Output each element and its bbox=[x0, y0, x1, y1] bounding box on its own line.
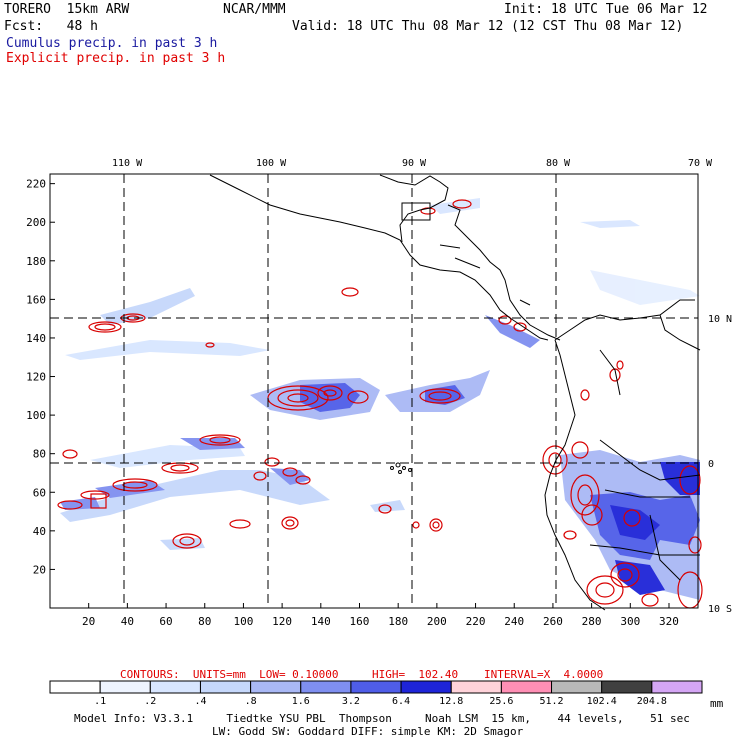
colorbar-label: 12.8 bbox=[439, 696, 463, 707]
colorbar-label: 1.6 bbox=[292, 696, 310, 707]
colorbar-swatch bbox=[99, 680, 151, 694]
forecast-hour: Fcst: 48 h bbox=[4, 19, 98, 34]
lon-label-90w: 90 W bbox=[402, 158, 427, 169]
x-tick-label: 40 bbox=[121, 615, 134, 628]
model-title: TORERO 15km ARW bbox=[4, 2, 130, 17]
colorbar-swatch bbox=[350, 680, 402, 694]
cumulus-legend: Cumulus precip. in past 3 h bbox=[6, 36, 218, 51]
colorbar-label: .8 bbox=[245, 696, 257, 707]
lon-label-100w: 100 W bbox=[256, 158, 287, 169]
x-tick-label: 260 bbox=[543, 615, 563, 628]
colorbar-label: .2 bbox=[144, 696, 156, 707]
model-info-line1: Model Info: V3.3.1 Tiedtke YSU PBL Thomp… bbox=[74, 712, 690, 725]
y-tick-label: 100 bbox=[26, 409, 46, 422]
lat-label-10n: 10 N bbox=[708, 314, 732, 325]
contours-high: HIGH= 102.40 bbox=[372, 668, 459, 681]
init-time: Init: 18 UTC Tue 06 Mar 12 bbox=[504, 2, 708, 17]
y-tick-label: 220 bbox=[26, 178, 46, 191]
explicit-precip-contours bbox=[57, 199, 703, 609]
x-tick-label: 160 bbox=[350, 615, 370, 628]
organization: NCAR/MMM bbox=[223, 2, 286, 17]
colorbar-swatch bbox=[199, 680, 252, 694]
colorbar-label: .4 bbox=[194, 696, 206, 707]
x-tick-label: 240 bbox=[504, 615, 524, 628]
lon-label-70w: 70 W bbox=[688, 158, 713, 169]
colorbar-swatch bbox=[500, 680, 553, 694]
contours-interval: INTERVAL=X 4.0000 bbox=[484, 668, 604, 681]
y-tick-label: 200 bbox=[26, 216, 46, 229]
colorbar-label: 3.2 bbox=[342, 696, 360, 707]
x-tick-label: 320 bbox=[659, 615, 679, 628]
graticule bbox=[50, 174, 698, 608]
contours-info: CONTOURS: UNITS=mm LOW= 0.10000 bbox=[120, 668, 339, 681]
colorbar-swatch bbox=[450, 680, 502, 694]
x-tick-label: 120 bbox=[272, 615, 292, 628]
lon-label-110w: 110 W bbox=[112, 158, 143, 169]
lat-label-10s: 10 S bbox=[708, 604, 732, 615]
y-tick-label: 120 bbox=[26, 371, 46, 384]
y-tick-label: 20 bbox=[33, 563, 46, 576]
colorbar-swatch bbox=[250, 680, 302, 694]
map-frame bbox=[49, 173, 699, 609]
colorbar-units: mm bbox=[710, 697, 724, 710]
x-tick-label: 220 bbox=[466, 615, 486, 628]
colorbar-swatch bbox=[49, 680, 101, 694]
x-tick-label: 60 bbox=[159, 615, 172, 628]
y-tick-label: 40 bbox=[33, 525, 46, 538]
x-tick-label: 20 bbox=[82, 615, 95, 628]
x-axis-ticks: 20 40 60 80 100 120 140 160 180 200 220 240 260 280 30… bbox=[82, 603, 679, 628]
colorbar-swatch bbox=[601, 680, 653, 694]
model-info-line2: LW: Godd SW: Goddard DIFF: simple KM: 2D… bbox=[212, 725, 524, 738]
x-tick-label: 180 bbox=[388, 615, 408, 628]
x-tick-label: 140 bbox=[311, 615, 331, 628]
x-tick-label: 280 bbox=[582, 615, 602, 628]
colorbar-label: 25.6 bbox=[489, 696, 513, 707]
y-tick-label: 80 bbox=[33, 448, 46, 461]
x-tick-label: 100 bbox=[233, 615, 253, 628]
colorbar-swatch bbox=[149, 680, 201, 694]
y-tick-label: 160 bbox=[26, 293, 46, 306]
y-tick-label: 60 bbox=[33, 486, 46, 499]
lon-labels: 110 W 100 W 90 W 80 W 70 W bbox=[112, 158, 713, 169]
colorbar-label: 51.2 bbox=[539, 696, 563, 707]
colorbar-label: 102.4 bbox=[587, 696, 617, 707]
colorbar-swatch bbox=[400, 680, 452, 694]
lat-labels: 10 N 0 10 S bbox=[708, 314, 732, 615]
colorbar-swatch bbox=[300, 680, 352, 694]
x-tick-label: 200 bbox=[427, 615, 447, 628]
lon-label-80w: 80 W bbox=[546, 158, 571, 169]
colorbar-swatch bbox=[651, 680, 703, 694]
colorbar-label: .1 bbox=[94, 696, 106, 707]
y-axis-ticks: 20 40 60 80 100 120 140 160 180 200 220 bbox=[26, 178, 55, 576]
x-tick-label: 300 bbox=[620, 615, 640, 628]
x-tick-label: 80 bbox=[198, 615, 211, 628]
explicit-legend: Explicit precip. in past 3 h bbox=[6, 51, 226, 66]
colorbar-swatch bbox=[551, 680, 603, 694]
colorbar-label: 6.4 bbox=[392, 696, 410, 707]
y-tick-label: 180 bbox=[26, 255, 46, 268]
y-tick-label: 140 bbox=[26, 332, 46, 345]
valid-time: Valid: 18 UTC Thu 08 Mar 12 (12 CST Thu … bbox=[292, 19, 684, 34]
lat-label-0: 0 bbox=[708, 459, 714, 470]
colorbar-label: 204.8 bbox=[637, 696, 667, 707]
coastlines bbox=[209, 174, 701, 611]
